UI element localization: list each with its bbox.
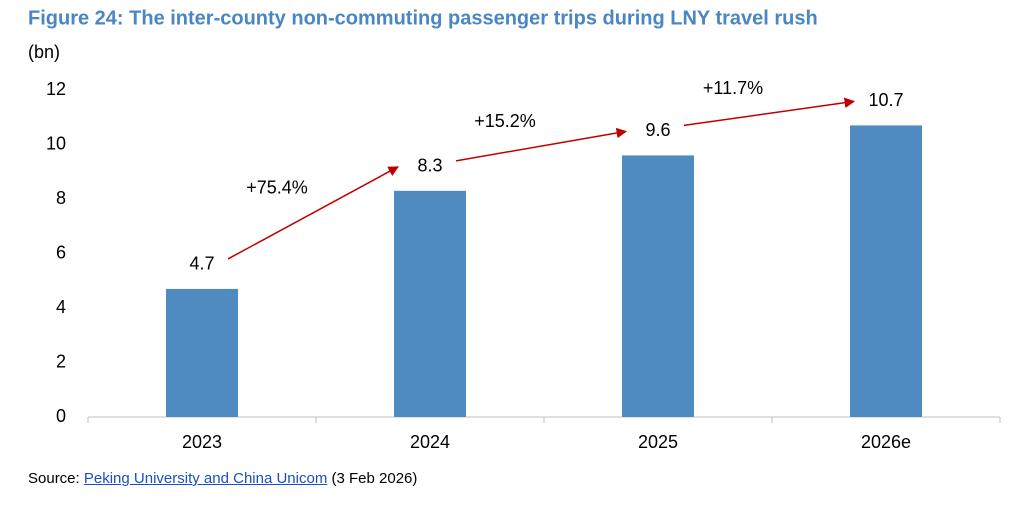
bar <box>622 155 694 417</box>
y-tick-label: 10 <box>46 133 66 153</box>
source-link[interactable]: Peking University and China Unicom <box>83 470 328 487</box>
x-tick-label: 2025 <box>638 432 678 452</box>
growth-arrow <box>227 166 399 260</box>
chart: Figure 24: The inter-county non-commutin… <box>28 7 1001 452</box>
bar <box>850 125 922 418</box>
source-prefix: Source: <box>28 470 80 487</box>
source-suffix: (3 Feb 2026) <box>331 470 418 487</box>
bar <box>166 288 238 417</box>
x-tick-label: 2026e <box>861 432 911 452</box>
y-tick-label: 0 <box>56 406 66 426</box>
source: Source: Peking University and China Unic… <box>28 470 417 487</box>
growth-arrow <box>683 97 856 127</box>
growth-label: +11.7% <box>703 78 763 98</box>
value-label: 8.3 <box>417 156 442 176</box>
x-tick-label: 2023 <box>182 432 222 452</box>
value-label: 9.6 <box>645 120 670 140</box>
y-tick-label: 8 <box>56 188 66 208</box>
y-tick-label: 2 <box>56 351 66 371</box>
growth-arrow <box>455 127 628 162</box>
y-tick-label: 4 <box>56 297 66 317</box>
y-axis-label: (bn) <box>28 42 60 62</box>
value-label: 4.7 <box>189 254 214 274</box>
chart-title: Figure 24: The inter-county non-commutin… <box>28 7 818 29</box>
value-label: 10.7 <box>868 90 903 110</box>
y-tick-label: 12 <box>46 79 66 99</box>
x-tick-label: 2024 <box>410 432 450 452</box>
bar <box>394 190 466 417</box>
growth-label: +75.4% <box>246 178 308 198</box>
y-tick-label: 6 <box>56 242 66 262</box>
growth-label: +15.2% <box>474 111 536 131</box>
